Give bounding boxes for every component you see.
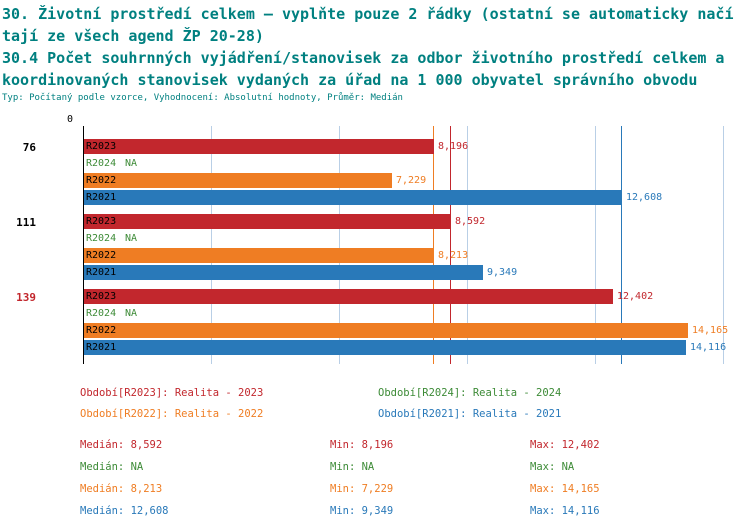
stat-max-r2022: Max: 14,165 (530, 483, 600, 495)
title-line-1: 30. Životní prostředí celkem – vyplňte p… (2, 5, 734, 23)
gridline (723, 126, 724, 364)
bar-series-label: R2022 (86, 175, 117, 186)
bar-series-label: R2023 (86, 291, 117, 302)
stat-max-r2021: Max: 14,116 (530, 505, 600, 517)
bar-r2023 (84, 139, 434, 154)
bar-value-label: 12,402 (617, 291, 654, 302)
indicator-meta-text: Typ: Počítaný podle vzorce, Vyhodnocení:… (2, 93, 403, 103)
bar-value-label: NA (125, 158, 138, 169)
bar-value-label: 9,349 (487, 267, 518, 278)
bar-series-label: R2024 (86, 158, 117, 169)
stat-min-r2022: Min: 7,229 (330, 483, 394, 495)
bar-r2021 (84, 190, 622, 205)
gridline (467, 126, 468, 364)
bar-series-label: R2023 (86, 216, 117, 227)
stat-median-r2021: Medián: 12,608 (80, 505, 169, 517)
group-label: 139 (16, 291, 36, 304)
median-line-r2023 (450, 126, 451, 364)
bar-series-label: R2021 (86, 342, 117, 353)
bar-series-label: R2022 (86, 250, 117, 261)
axis-origin-label: 0 (67, 114, 74, 125)
group-label: 111 (16, 216, 36, 229)
bar-value-label: 12,608 (626, 192, 663, 203)
legend-item-r2024: Období[R2024]: Realita - 2024 (378, 387, 562, 399)
gridline (339, 126, 340, 364)
y-axis (83, 126, 84, 364)
legend-item-r2023: Období[R2023]: Realita - 2023 (80, 387, 264, 399)
bar-series-label: R2022 (86, 325, 117, 336)
bar-value-label: 8,592 (455, 216, 486, 227)
group-label: 76 (22, 141, 36, 154)
gridline (211, 126, 212, 364)
bar-r2022 (84, 323, 688, 338)
legend-item-r2022: Období[R2022]: Realita - 2022 (80, 408, 264, 420)
bar-value-label: 7,229 (396, 175, 427, 186)
gridline (595, 126, 596, 364)
bar-r2022 (84, 248, 434, 263)
stat-max-r2024: Max: NA (530, 461, 575, 473)
bar-value-label: NA (125, 308, 138, 319)
title-line-3: 30.4 Počet souhrnných vyjádření/stanovis… (2, 49, 725, 67)
stat-median-r2023: Medián: 8,592 (80, 439, 163, 451)
median-line-r2021 (621, 126, 622, 364)
title-line-2: tají ze všech agend ŽP 20-28) (2, 27, 264, 45)
bar-series-label: R2021 (86, 192, 117, 203)
stat-median-r2022: Medián: 8,213 (80, 483, 163, 495)
bar-value-label: 8,196 (438, 141, 469, 152)
bar-series-label: R2023 (86, 141, 117, 152)
bar-r2021 (84, 265, 483, 280)
bar-value-label: 14,116 (690, 342, 727, 353)
bar-r2023 (84, 289, 613, 304)
bar-r2023 (84, 214, 451, 229)
bar-value-label: NA (125, 233, 138, 244)
stat-min-r2021: Min: 9,349 (330, 505, 394, 517)
bar-chart: 0 76 R2023 8,196 R2024 NA R2022 7,229 R2021 12,60… (0, 114, 750, 382)
bar-value-label: 14,165 (692, 325, 729, 336)
title-line-4: koordinovaných stanovisek vydaných za úř… (2, 71, 698, 89)
stat-min-r2023: Min: 8,196 (330, 439, 394, 451)
bar-r2021 (84, 340, 686, 355)
bar-series-label: R2024 (86, 308, 117, 319)
legend-item-r2021: Období[R2021]: Realita - 2021 (378, 408, 562, 420)
median-line-r2022 (433, 126, 434, 364)
bar-r2022 (84, 173, 392, 188)
stat-min-r2024: Min: NA (330, 461, 375, 473)
page-title: 30. Životní prostředí celkem – vyplňte p… (2, 3, 734, 91)
bar-series-label: R2024 (86, 233, 117, 244)
bar-series-label: R2021 (86, 267, 117, 278)
stat-max-r2023: Max: 12,402 (530, 439, 600, 451)
bar-value-label: 8,213 (438, 250, 469, 261)
stat-median-r2024: Medián: NA (80, 461, 144, 473)
